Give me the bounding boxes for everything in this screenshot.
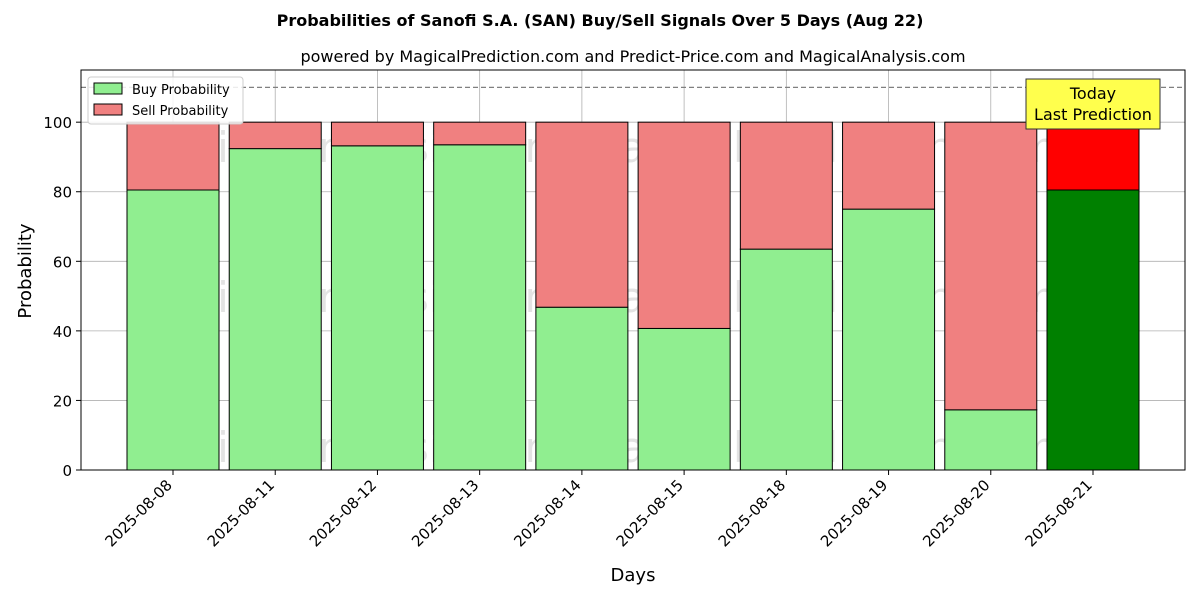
buy-bar-2025-08-18 (739, 248, 833, 471)
y-tick-label: 60 (53, 253, 72, 271)
buy-bar-2025-08-08 (126, 189, 220, 471)
annotation-text-1: Last Prediction (1034, 105, 1152, 124)
sell-bar-2025-08-20 (944, 121, 1038, 411)
y-tick-label: 40 (53, 323, 72, 341)
y-tick-label: 20 (53, 392, 72, 410)
annotation-box (1025, 78, 1161, 130)
buy-bar-2025-08-21 (1046, 189, 1140, 471)
legend: Buy Probability Sell Probability (87, 76, 244, 125)
sell-bar-2025-08-13 (433, 121, 527, 146)
legend-swatch-1 (93, 103, 123, 116)
sell-bar-2025-08-18 (739, 121, 833, 250)
chart-title: Probabilities of Sanofi S.A. (SAN) Buy/S… (277, 11, 924, 30)
x-axis-label: Days (611, 565, 656, 586)
buy-bar-2025-08-11 (228, 148, 322, 471)
plot-frame (80, 69, 1186, 471)
sell-bar-2025-08-12 (330, 121, 424, 147)
x-tick-label: 2025-08-19 (817, 476, 891, 550)
buy-bar-2025-08-12 (330, 145, 424, 471)
chart-subtitle: powered by MagicalPrediction.com and Pre… (300, 47, 965, 66)
buy-bar-2025-08-13 (433, 144, 527, 471)
buy-bar-2025-08-14 (535, 306, 629, 471)
sell-bar-2025-08-21 (1046, 121, 1140, 191)
x-tick-label: 2025-08-08 (101, 476, 175, 550)
x-tick-label: 2025-08-12 (306, 476, 380, 550)
x-tick-label: 2025-08-11 (204, 476, 278, 550)
buy-bar-2025-08-20 (944, 409, 1038, 471)
x-tick-label: 2025-08-15 (613, 476, 687, 550)
x-tick-label: 2025-08-21 (1021, 476, 1095, 550)
sell-bar-2025-08-14 (535, 121, 629, 308)
legend-box (87, 76, 244, 125)
y-tick-label: 0 (62, 462, 72, 480)
x-tick-label: 2025-08-20 (919, 476, 993, 550)
bars (126, 121, 1140, 471)
sell-bar-2025-08-15 (637, 121, 731, 329)
x-axis: 2025-08-08 2025-08-11 2025-08-12 2025-08-13… (101, 470, 1096, 550)
sell-bar-2025-08-08 (126, 121, 220, 191)
y-tick-label: 80 (53, 184, 72, 202)
legend-label-0: Buy Probability (132, 83, 230, 98)
y-axis-label: Probability (15, 223, 36, 318)
sell-bar-2025-08-19 (842, 121, 936, 210)
buy-bar-2025-08-19 (842, 208, 936, 471)
x-tick-label: 2025-08-14 (510, 476, 584, 550)
annotation-text-0: Today (1069, 84, 1116, 103)
legend-label-1: Sell Probability (132, 104, 229, 119)
today-annotation: Today Last Prediction (1025, 78, 1161, 130)
y-tick-label: 100 (43, 114, 72, 132)
sell-bar-2025-08-11 (228, 121, 322, 150)
x-tick-label: 2025-08-18 (715, 476, 789, 550)
buy-bar-2025-08-15 (637, 327, 731, 471)
legend-swatch-0 (93, 82, 123, 95)
y-axis: 0 20 40 60 80 100 (43, 114, 81, 480)
x-tick-label: 2025-08-13 (408, 476, 482, 550)
